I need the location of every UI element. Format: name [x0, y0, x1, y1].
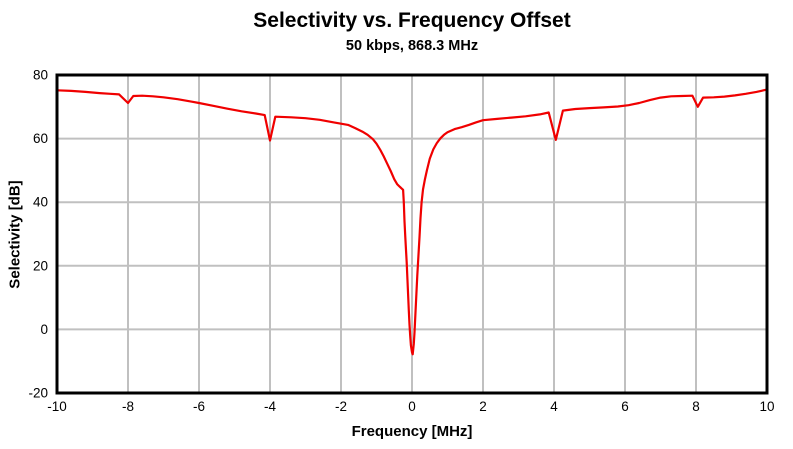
x-tick-label: -10: [47, 399, 67, 414]
y-tick-label: 60: [33, 131, 48, 146]
y-tick-label: 40: [33, 195, 48, 210]
x-axis-title: Frequency [MHz]: [351, 423, 473, 440]
plot-border: [55, 73, 769, 395]
y-tick-label: -20: [28, 386, 48, 401]
x-tick-label: -8: [122, 399, 134, 414]
x-tick-label: -4: [264, 399, 276, 414]
x-tick-label: 4: [550, 399, 558, 414]
x-tick-label: 2: [479, 399, 487, 414]
x-tick-label: 10: [759, 399, 774, 414]
chart-subtitle: 50 kbps, 868.3 MHz: [345, 38, 479, 54]
x-tick-label: 8: [692, 399, 700, 414]
y-tick-label: 80: [33, 68, 48, 83]
x-tick-label: 0: [408, 399, 416, 414]
series-selectivity-curve: [55, 88, 769, 356]
y-tick-label: 0: [40, 322, 48, 337]
x-tick-label: 6: [621, 399, 629, 414]
x-tick-label: -6: [193, 399, 205, 414]
x-tick-label: -2: [335, 399, 347, 414]
y-tick-label: 20: [33, 258, 48, 273]
chart-title: Selectivity vs. Frequency Offset: [253, 9, 571, 32]
